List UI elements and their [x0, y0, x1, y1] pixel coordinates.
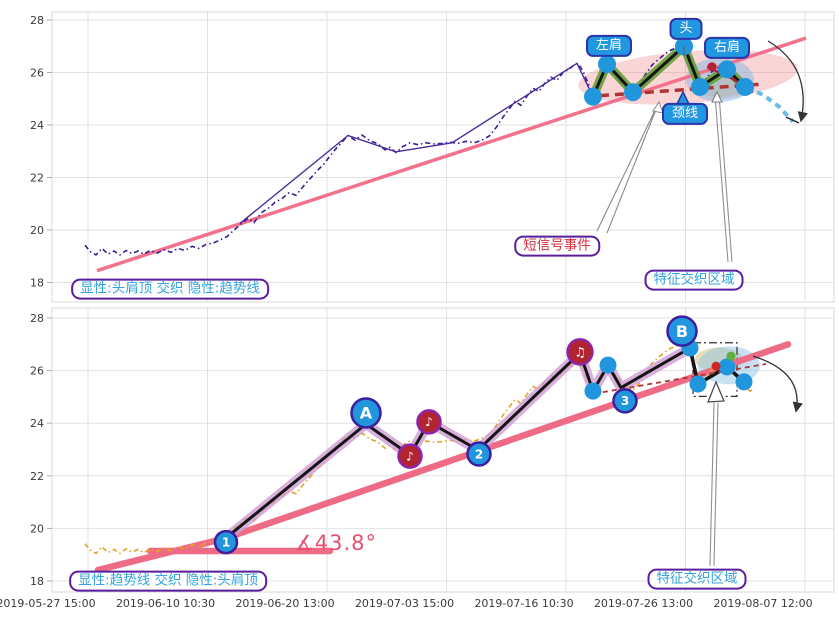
y-tick-label: 20: [30, 224, 44, 237]
y-tick-label: 28: [30, 14, 44, 27]
pivot-dot: [735, 373, 753, 391]
pivot-dot: [691, 77, 709, 96]
short-signal-label: 短信号事件: [514, 235, 600, 257]
y-tick-label: 24: [30, 417, 44, 430]
marker-circle: [350, 397, 382, 429]
x-tick-label: 2019-06-20 13:00: [235, 597, 334, 610]
feature-region-label-bottom: 特征交织区域: [647, 568, 747, 590]
marker-circle: [666, 315, 698, 347]
marker-label: 1: [222, 535, 230, 549]
x-tick-label: 2019-06-10 10:30: [116, 597, 215, 610]
series-zigzag-glow-glow: [222, 343, 695, 543]
y-tick-label: 24: [30, 119, 44, 132]
callout-arrowhead: [652, 100, 664, 114]
marker-label: B: [676, 322, 688, 341]
callout-line: [713, 402, 719, 567]
right-shoulder-label: 右肩: [703, 36, 751, 60]
x-tick-label: 2019-05-27 15:00: [0, 597, 96, 610]
pivot-dot: [718, 60, 736, 79]
x-tick-label: 2019-07-26 13:00: [594, 597, 693, 610]
projection-arrow: [752, 355, 803, 413]
x-tick-label: 2019-07-16 10:30: [474, 597, 573, 610]
series-end-tick: [785, 116, 800, 124]
marker-label: ♪: [425, 415, 433, 429]
series-price: [84, 343, 756, 555]
pivot-dot: [584, 87, 602, 106]
event-dot: [711, 361, 721, 371]
x-tick-label: 2019-08-07 12:00: [713, 597, 812, 610]
callout-line: [714, 94, 729, 263]
callout-arrowhead: [707, 380, 725, 403]
panel-frame-top: [51, 11, 835, 303]
pivot-dot: [718, 358, 736, 376]
projection-arrow: [767, 40, 808, 123]
marker-label: 3: [621, 394, 629, 408]
pivot-dot: [736, 77, 754, 96]
short-signal-callout: [596, 101, 660, 234]
y-tick-label: 20: [30, 522, 44, 535]
pivot-dot: [584, 382, 602, 400]
marker-label: 2: [475, 447, 483, 461]
series-zigzag-tail: [688, 347, 746, 386]
series-price: [84, 45, 756, 256]
pivot-dot: [598, 55, 616, 74]
y-tick-label: 22: [30, 172, 44, 185]
series-forecast: [746, 85, 795, 124]
y-tick-label: 26: [30, 365, 44, 378]
y-tick-label: 26: [30, 67, 44, 80]
marker-label: ♫: [574, 346, 586, 361]
marker-circle: [566, 338, 594, 366]
y-tick-label: 22: [30, 470, 44, 483]
series-trendline: [96, 36, 807, 273]
y-tick-label: 28: [30, 312, 44, 325]
callout-line: [718, 94, 733, 263]
marker-circle: [213, 529, 239, 555]
explicit-implicit-label-top: 显性:头肩顶 交织 隐性:趋势线: [71, 278, 269, 300]
callout-line: [709, 402, 715, 567]
marker-label: ♪: [406, 449, 414, 463]
callout-arrowhead: [711, 90, 723, 103]
event-dot: [726, 351, 736, 361]
marker-label: A: [360, 404, 373, 423]
explicit-implicit-label-bottom: 显性:趋势线 交织 隐性:头肩顶: [69, 570, 267, 592]
feature-region-label-top: 特征交织区域: [644, 269, 744, 291]
marker-circle: [397, 443, 423, 469]
y-tick-label: 18: [30, 575, 44, 588]
y-tick-label: 18: [30, 277, 44, 290]
x-tick-label: 2019-07-03 15:00: [355, 597, 454, 610]
left-shoulder-label: 左肩: [585, 34, 633, 58]
pivot-dot: [599, 356, 617, 374]
angle-annotation: ∡43.8°: [294, 530, 378, 555]
series-zigzag-glow: [226, 346, 691, 539]
marker-circle: [612, 388, 638, 414]
pivot-dot: [624, 83, 642, 102]
marker-circle: [416, 409, 442, 435]
neckline-label: 颈线: [661, 102, 709, 126]
pivot-dot: [689, 375, 707, 393]
marker-circle: [466, 441, 492, 467]
head-label: 头: [669, 17, 703, 41]
event-dot: [707, 62, 717, 72]
panel-frame-bottom: [51, 307, 835, 593]
